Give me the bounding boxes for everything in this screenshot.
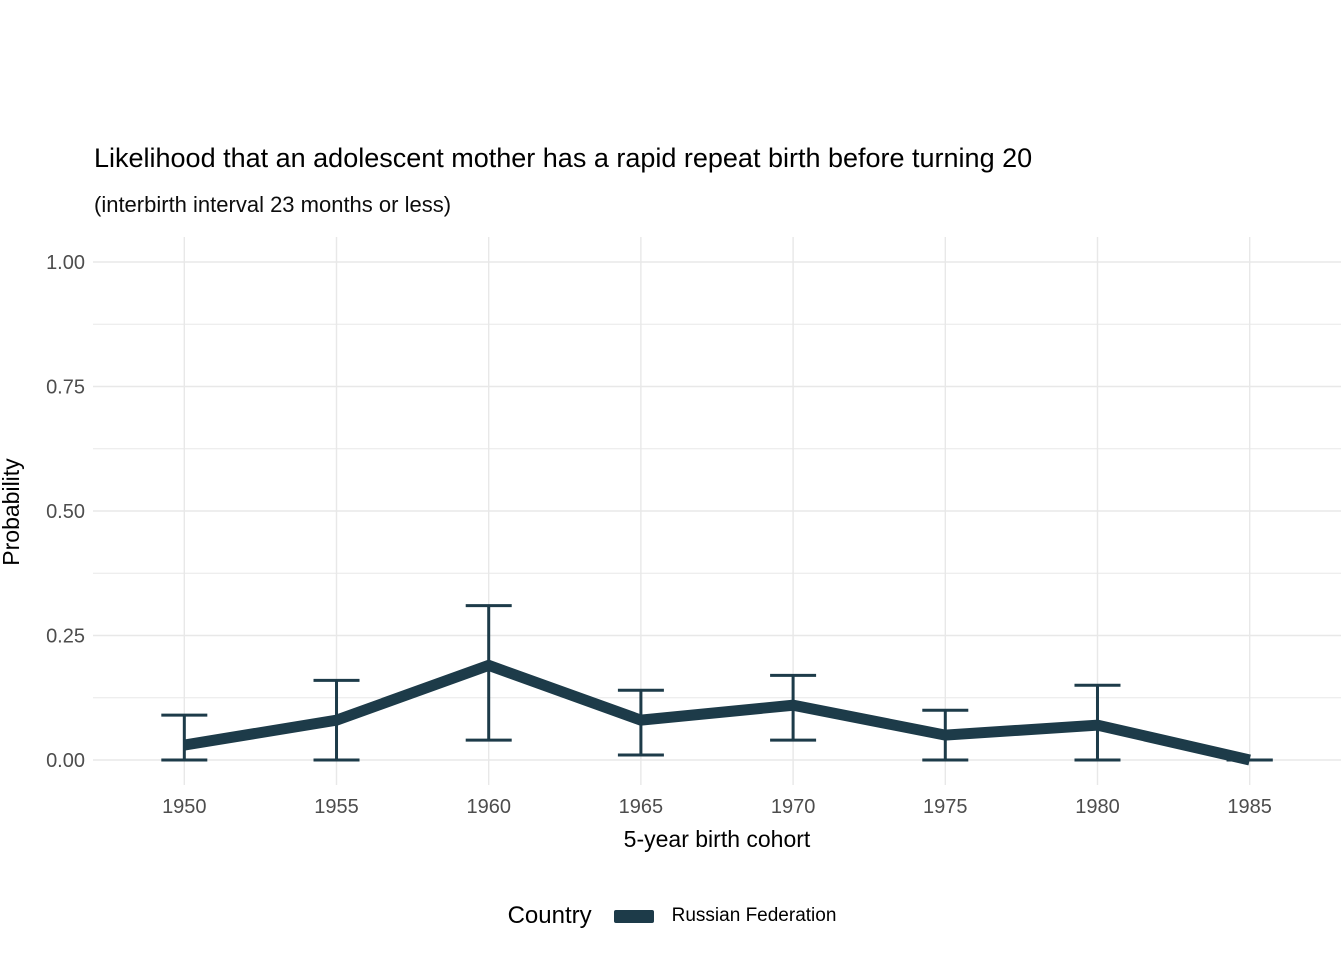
- x-tick-label: 1985: [1227, 796, 1272, 818]
- y-tick-label: 1.00: [46, 252, 85, 274]
- x-tick-label: 1975: [923, 796, 968, 818]
- legend: Country Russian Federation: [0, 902, 1344, 930]
- plot-area: 0.00 0.25 0.50 0.75 1.00 1950 1955 1960 1965 1970…: [46, 237, 1341, 818]
- chart-title: Likelihood that an adolescent mother has…: [94, 143, 1033, 173]
- x-tick-label: 1960: [466, 796, 511, 818]
- data-line: [183, 659, 1251, 766]
- y-tick-label: 0.50: [46, 501, 85, 523]
- y-tick-label: 0.75: [46, 377, 85, 399]
- chart-subtitle: (interbirth interval 23 months or less): [94, 192, 452, 217]
- x-tick-label: 1950: [162, 796, 207, 818]
- legend-item-label: Russian Federation: [671, 905, 837, 926]
- y-tick-label: 0.25: [46, 626, 85, 648]
- x-tick-label: 1965: [619, 796, 664, 818]
- x-tick-label: 1955: [314, 796, 359, 818]
- legend-color-swatch-icon: [613, 909, 654, 923]
- y-axis-title: Probability: [0, 458, 24, 566]
- x-tick-label: 1980: [1075, 796, 1120, 818]
- legend-title: Country: [507, 902, 592, 929]
- y-tick-label: 0.00: [46, 750, 85, 772]
- x-axis-title: 5-year birth cohort: [623, 826, 811, 852]
- x-tick-label: 1970: [771, 796, 816, 818]
